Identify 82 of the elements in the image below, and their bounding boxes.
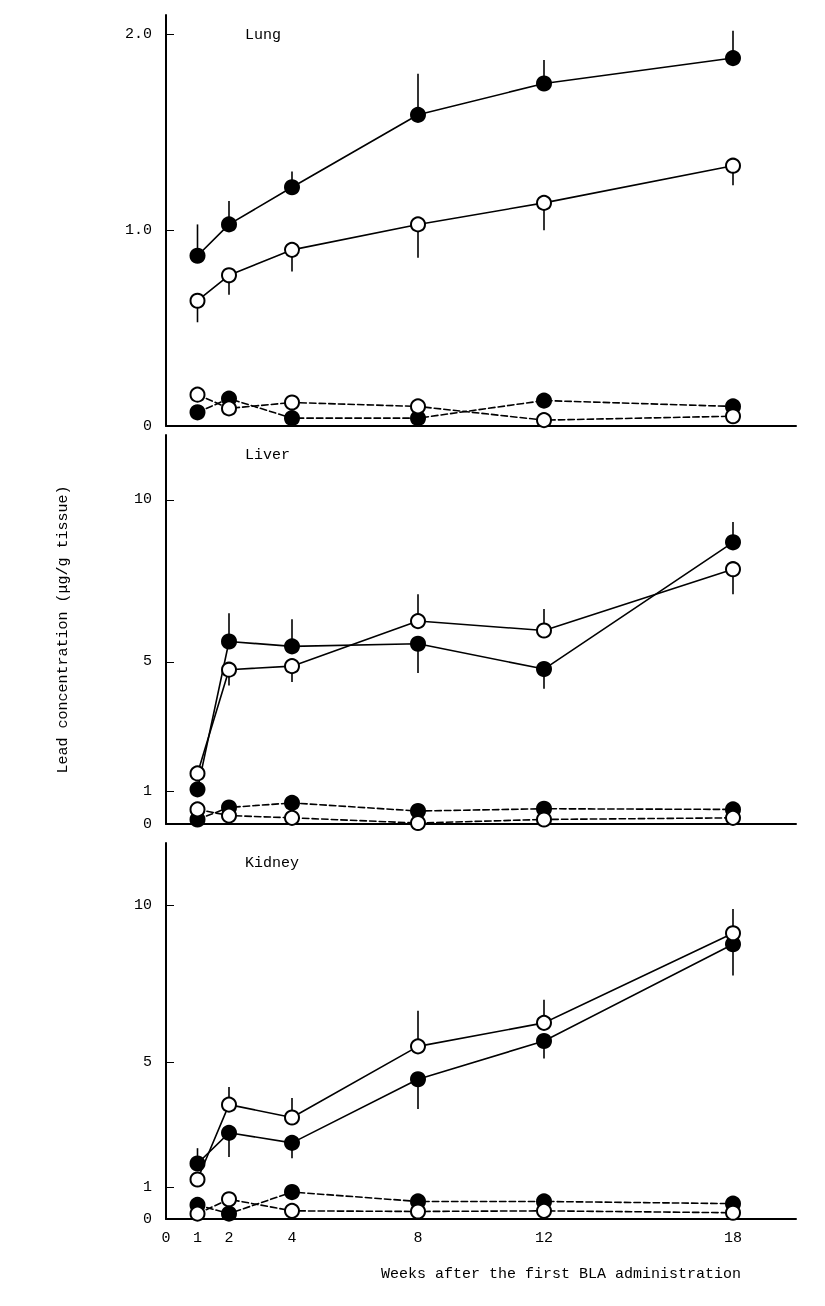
x-tick-label: 18 <box>723 1230 743 1247</box>
point <box>410 1071 426 1088</box>
point <box>189 1155 206 1172</box>
point <box>725 534 741 551</box>
point <box>410 1038 426 1055</box>
y-tick-label: 0 <box>142 815 152 833</box>
point <box>410 815 426 832</box>
point <box>189 247 206 264</box>
point <box>725 561 741 578</box>
y-tick-label: 5 <box>142 1053 152 1071</box>
text: Lung <box>245 27 282 44</box>
point <box>284 394 300 411</box>
point <box>725 157 741 174</box>
point <box>221 1096 237 1113</box>
x-tick-label: 0 <box>161 1230 171 1247</box>
point <box>189 404 206 421</box>
y-tick-label: 0 <box>142 1210 152 1228</box>
point <box>536 194 552 211</box>
y-tick-label: 0 <box>142 417 152 435</box>
point <box>221 633 237 650</box>
point <box>221 267 237 284</box>
y-tick-label: 1 <box>142 1179 152 1197</box>
point <box>284 410 300 427</box>
y-tick-label: 1.0 <box>124 221 152 239</box>
text: Liver <box>245 447 291 464</box>
point <box>725 809 741 826</box>
point <box>284 1184 300 1201</box>
point <box>410 613 426 630</box>
point <box>189 765 206 782</box>
point <box>410 1203 426 1220</box>
point <box>410 106 426 123</box>
point <box>725 1204 741 1221</box>
point <box>189 292 206 309</box>
point <box>536 661 552 678</box>
point <box>536 1202 552 1219</box>
point <box>189 781 206 798</box>
x-tick-label: 4 <box>287 1230 297 1247</box>
x-axis-title: Weeks after the first BLA administration <box>380 1266 742 1283</box>
x-tick-label: 8 <box>413 1230 423 1247</box>
x-tick-label: 12 <box>534 1230 554 1247</box>
point <box>536 1014 552 1031</box>
point <box>221 216 237 233</box>
y-tick-label: 5 <box>142 653 152 671</box>
point <box>410 635 426 652</box>
point <box>284 1109 300 1126</box>
point <box>284 1134 300 1151</box>
point <box>284 1202 300 1219</box>
point <box>221 1205 237 1222</box>
point <box>536 392 552 409</box>
point <box>189 801 206 818</box>
point <box>284 658 300 675</box>
y-tick-label: 1 <box>142 783 152 801</box>
point <box>284 638 300 655</box>
y-axis-title: Lead concentration (μg/g tissue) <box>55 485 72 774</box>
y-tick-label: 10 <box>133 491 152 509</box>
x-tick-label: 1 <box>192 1230 203 1247</box>
point <box>725 50 741 67</box>
y-tick-label: 10 <box>133 897 152 915</box>
point <box>410 216 426 233</box>
point <box>536 412 552 429</box>
point <box>221 1124 237 1141</box>
point <box>284 241 300 258</box>
point <box>221 807 237 824</box>
point <box>221 400 237 417</box>
point <box>189 1171 206 1188</box>
point <box>221 1191 237 1208</box>
y-tick-label: 2.0 <box>124 26 152 44</box>
point <box>536 811 552 828</box>
point <box>536 622 552 639</box>
point <box>189 1205 206 1222</box>
point <box>536 75 552 92</box>
text: Kidney <box>245 855 300 872</box>
x-tick-label: 2 <box>224 1230 234 1247</box>
point <box>410 398 426 415</box>
point <box>221 661 237 678</box>
point <box>284 794 300 811</box>
point <box>725 925 741 942</box>
point <box>284 179 300 196</box>
point <box>536 1033 552 1050</box>
point <box>284 809 300 826</box>
point <box>725 408 741 425</box>
point <box>189 386 206 403</box>
